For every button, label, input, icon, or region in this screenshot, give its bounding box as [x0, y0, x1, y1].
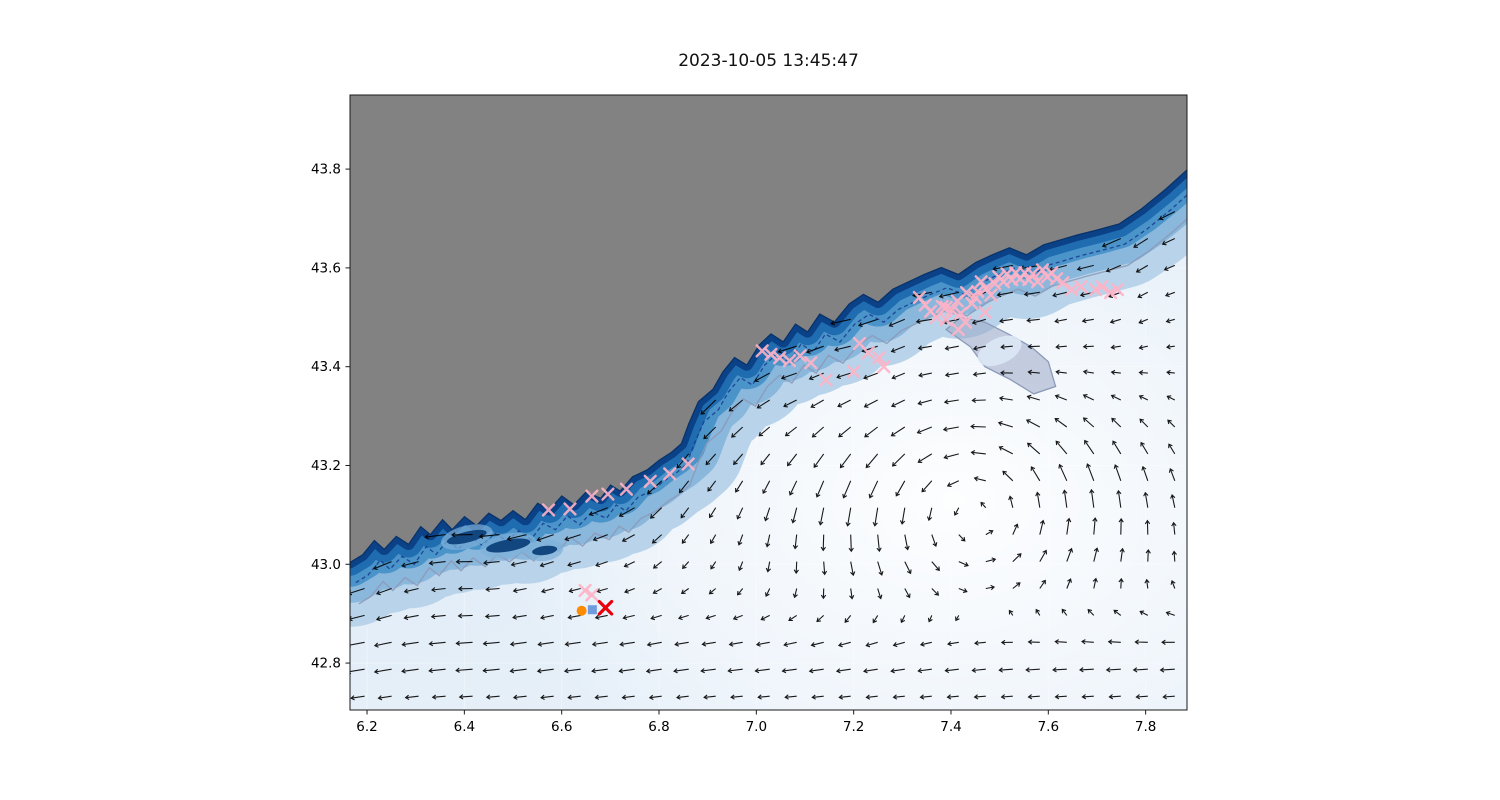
blue-square-marker: [587, 605, 597, 615]
obs-marker-x: [951, 322, 965, 337]
x-tick-label: 7.6: [1038, 719, 1059, 735]
obs-marker-x: [755, 344, 769, 358]
y-tick-label: 43.0: [311, 557, 341, 573]
obs-marker-x: [578, 583, 592, 598]
red-x-marker: [597, 599, 614, 616]
dashed-contour: [355, 194, 1187, 584]
y-tick-label: 43.6: [311, 260, 341, 276]
obs-marker-x: [681, 457, 695, 471]
sediment-patch-hole: [977, 335, 1022, 367]
observation-markers: [541, 263, 1125, 602]
obs-marker-x: [773, 351, 787, 365]
obs-marker-x: [643, 474, 657, 488]
orange-dot-marker: [576, 605, 587, 616]
current-vector-field: [350, 211, 1177, 701]
obs-marker-x: [585, 489, 599, 503]
obs-marker-x: [663, 467, 677, 481]
x-tick-label: 6.2: [356, 719, 377, 735]
slate-contour: [358, 218, 1187, 605]
obs-marker-x: [1110, 282, 1125, 297]
plot-title: 2023-10-05 13:45:47: [678, 51, 859, 71]
obs-marker-x: [619, 482, 634, 496]
x-tick-label: 7.8: [1135, 719, 1156, 735]
obs-marker-x: [939, 313, 953, 327]
y-tick-label: 43.8: [311, 162, 341, 178]
depth-contours: [355, 194, 1187, 605]
obs-marker-x: [601, 487, 615, 501]
axes-frame: 6.2 6.4 6.6 6.8 7.0 7.2 7.4 7.6 7.8 42.8 43.0 43.2 4…: [311, 94, 1188, 735]
obs-marker-x: [1095, 280, 1109, 294]
obs-marker-x: [959, 285, 974, 300]
obs-marker-x: [968, 290, 982, 305]
highlight-markers: [576, 599, 614, 616]
obs-marker-x: [984, 288, 998, 302]
obs-marker-x: [954, 306, 968, 320]
obs-marker-x: [563, 502, 577, 516]
land-polygon: [350, 95, 1187, 562]
obs-marker-x: [1056, 276, 1070, 290]
obs-marker-x: [764, 347, 778, 361]
x-tick-label: 6.6: [551, 719, 572, 735]
obs-marker-x: [585, 588, 599, 602]
obs-marker-x: [819, 373, 833, 387]
x-tick-label: 6.4: [454, 719, 475, 735]
island: [486, 538, 531, 553]
obs-marker-x: [793, 349, 807, 363]
y-tick-label: 43.2: [311, 458, 341, 474]
x-tick-label: 7.2: [843, 719, 864, 735]
obs-marker-x: [1088, 282, 1103, 297]
island: [532, 545, 558, 556]
islands: [440, 524, 564, 562]
x-tick-label: 6.8: [648, 719, 669, 735]
obs-marker-x: [1030, 275, 1045, 289]
obs-marker-x: [978, 305, 992, 319]
obs-marker-x: [872, 351, 886, 365]
obs-marker-x: [782, 354, 797, 368]
obs-marker-x: [974, 275, 988, 289]
island: [446, 529, 487, 545]
obs-marker-x: [1103, 285, 1118, 300]
obs-marker-x: [861, 346, 875, 360]
plot-frame: [349, 94, 1188, 711]
obs-marker-x: [965, 296, 979, 311]
obs-marker-x: [935, 299, 949, 314]
offshore-sediment-patch: [945, 316, 1057, 395]
y-tick-label: 42.8: [311, 656, 341, 672]
obs-marker-x: [939, 300, 953, 315]
x-tick-label: 7.4: [940, 719, 961, 735]
obs-marker-x: [1026, 267, 1040, 281]
x-tick-label: 7.0: [746, 719, 767, 735]
obs-marker-x: [1049, 272, 1064, 286]
obs-marker-x: [877, 360, 891, 374]
y-tick-label: 43.4: [311, 359, 341, 375]
land-mass: [350, 95, 1187, 562]
obs-marker-x: [1074, 280, 1088, 294]
obs-marker-x: [541, 503, 556, 517]
obs-marker-x: [804, 356, 818, 370]
obs-marker-x: [847, 364, 861, 379]
